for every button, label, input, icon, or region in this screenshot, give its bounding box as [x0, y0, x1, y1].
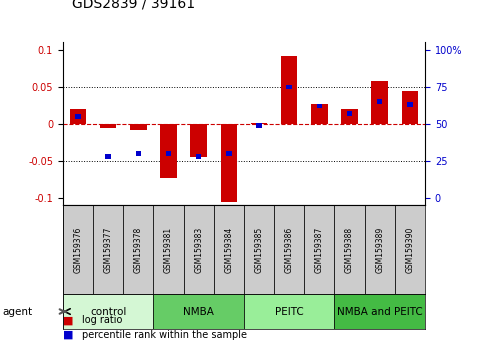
Bar — [213, 205, 244, 294]
Bar — [334, 294, 425, 329]
Bar — [251, 123, 267, 124]
Text: PEITC: PEITC — [275, 307, 304, 316]
Bar — [244, 294, 334, 329]
Bar — [123, 205, 154, 294]
Bar — [334, 205, 365, 294]
Text: GSM159389: GSM159389 — [375, 227, 384, 273]
Text: GSM159377: GSM159377 — [103, 226, 113, 273]
Bar — [75, 114, 81, 119]
Text: GSM159387: GSM159387 — [315, 227, 324, 273]
Bar — [407, 102, 412, 107]
Bar — [347, 111, 352, 116]
Text: GSM159383: GSM159383 — [194, 227, 203, 273]
Text: log ratio: log ratio — [82, 315, 123, 325]
Bar — [286, 85, 292, 89]
Text: percentile rank within the sample: percentile rank within the sample — [82, 330, 247, 339]
Bar — [377, 99, 383, 104]
Text: GSM159386: GSM159386 — [284, 227, 294, 273]
Bar — [63, 205, 93, 294]
Bar — [196, 154, 201, 159]
Bar — [130, 124, 146, 130]
Text: GSM159376: GSM159376 — [73, 226, 83, 273]
Text: GSM159381: GSM159381 — [164, 227, 173, 273]
Bar — [311, 104, 327, 124]
Text: GSM159390: GSM159390 — [405, 226, 414, 273]
Bar — [93, 205, 123, 294]
Bar — [190, 124, 207, 157]
Bar — [274, 205, 304, 294]
Bar — [160, 124, 177, 178]
Text: NMBA and PEITC: NMBA and PEITC — [337, 307, 423, 316]
Bar — [154, 205, 184, 294]
Text: agent: agent — [2, 307, 32, 316]
Bar — [154, 294, 244, 329]
Bar — [371, 81, 388, 124]
Bar — [281, 56, 298, 124]
Bar — [70, 109, 86, 124]
Bar — [184, 205, 213, 294]
Bar — [226, 151, 231, 156]
Bar — [100, 124, 116, 127]
Bar — [341, 109, 358, 124]
Text: control: control — [90, 307, 126, 316]
Bar — [166, 151, 171, 156]
Text: GSM159388: GSM159388 — [345, 227, 354, 273]
Text: GSM159378: GSM159378 — [134, 227, 143, 273]
Bar — [136, 151, 141, 156]
Text: ■: ■ — [63, 330, 73, 339]
Bar — [304, 205, 334, 294]
Text: ■: ■ — [63, 315, 73, 325]
Bar — [365, 205, 395, 294]
Bar — [244, 205, 274, 294]
Bar — [317, 104, 322, 108]
Bar — [402, 91, 418, 124]
Bar — [221, 124, 237, 202]
Text: GSM159384: GSM159384 — [224, 227, 233, 273]
Text: NMBA: NMBA — [183, 307, 214, 316]
Bar — [256, 123, 262, 127]
Bar — [105, 154, 111, 159]
Text: GSM159385: GSM159385 — [255, 227, 264, 273]
Bar — [63, 294, 154, 329]
Text: GDS2839 / 39161: GDS2839 / 39161 — [72, 0, 196, 11]
Bar — [395, 205, 425, 294]
